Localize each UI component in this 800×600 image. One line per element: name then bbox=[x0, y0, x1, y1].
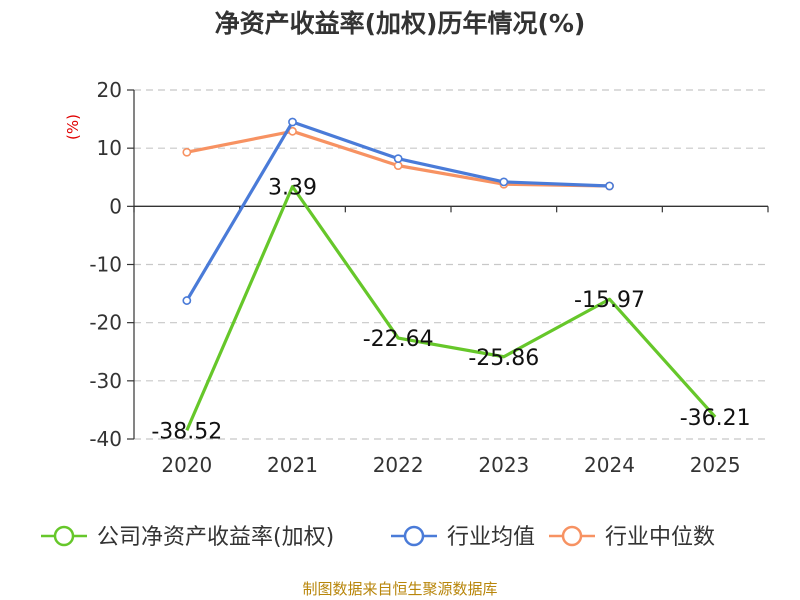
x-tick-label: 2022 bbox=[373, 453, 424, 477]
legend-label: 行业中位数 bbox=[605, 525, 715, 550]
grid-layer bbox=[134, 89, 768, 440]
axis-layer: 20 10 0 -10 -20 -30 -40 2020 2021 2022 2023 2024 202… bbox=[89, 78, 769, 477]
x-tick-label: 2023 bbox=[478, 453, 529, 477]
chart-title: 净资产收益率(加权)历年情况(%) bbox=[215, 9, 586, 38]
data-label: -15.97 bbox=[574, 288, 645, 313]
y-tick-label: -20 bbox=[89, 311, 122, 335]
y-tick-label: 20 bbox=[97, 78, 122, 102]
x-tick-label: 2021 bbox=[267, 453, 318, 477]
data-label: -22.64 bbox=[363, 327, 434, 352]
data-point bbox=[182, 147, 192, 157]
y-axis-unit-label: (%) bbox=[64, 114, 82, 140]
y-tick-label: -30 bbox=[89, 369, 122, 393]
data-label-layer: -38.52 3.39 -22.64 -25.86 -15.97 -36.21 bbox=[151, 176, 750, 445]
y-tick-label: -10 bbox=[89, 253, 122, 277]
y-tick-label: -40 bbox=[89, 427, 122, 451]
data-point bbox=[605, 181, 614, 191]
legend-marker-icon bbox=[561, 525, 583, 547]
data-label: 3.39 bbox=[268, 176, 317, 201]
y-tick-label: 0 bbox=[109, 194, 122, 218]
legend-marker-icon bbox=[403, 525, 425, 547]
data-label: -36.21 bbox=[680, 406, 751, 431]
x-tick-label: 2025 bbox=[690, 453, 741, 477]
x-tick-label: 2020 bbox=[161, 453, 212, 477]
legend-label: 公司净资产收益率(加权) bbox=[97, 525, 334, 550]
data-source-note: 制图数据来自恒生聚源数据库 bbox=[302, 580, 497, 598]
series-line bbox=[185, 185, 717, 432]
data-label: -38.52 bbox=[151, 419, 222, 444]
y-tick-label: 10 bbox=[97, 136, 122, 160]
series-line bbox=[185, 120, 610, 302]
legend: 公司净资产收益率(加权) 行业均值 行业中位数 bbox=[41, 525, 715, 550]
data-point bbox=[288, 126, 297, 136]
legend-marker-icon bbox=[53, 525, 75, 547]
legend-label: 行业均值 bbox=[447, 525, 535, 550]
series-layer bbox=[182, 117, 717, 432]
data-point bbox=[288, 117, 297, 127]
data-point bbox=[182, 296, 192, 305]
data-point bbox=[393, 154, 403, 164]
data-point bbox=[499, 177, 509, 187]
data-point bbox=[393, 161, 403, 171]
data-label: -25.86 bbox=[468, 346, 539, 371]
x-tick-label: 2024 bbox=[584, 453, 635, 477]
